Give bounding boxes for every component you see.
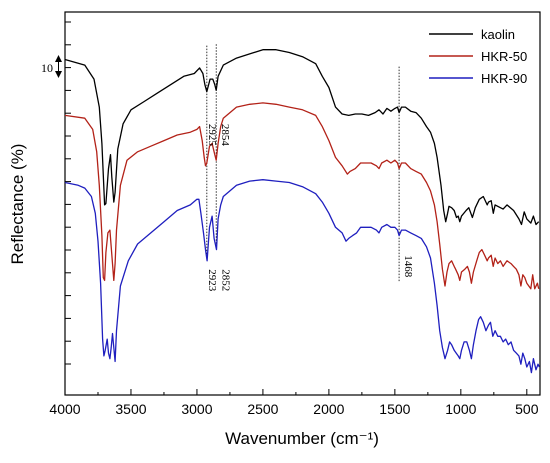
- legend-label-hkr-90: HKR-90: [481, 71, 527, 86]
- scale-bar: 10: [41, 55, 62, 78]
- scale-arrow-up: [55, 55, 62, 62]
- annotation-guides: [206, 44, 400, 282]
- peak-label-2854: 2854: [219, 124, 231, 147]
- plot-area: [64, 11, 541, 396]
- peak-label-1468: 1468: [402, 255, 414, 278]
- series-line-hkr-90: [64, 179, 540, 374]
- peak-label-2923: 2923: [206, 269, 218, 292]
- x-tick-label: 1000: [445, 401, 476, 417]
- peak-label-2852: 2852: [219, 269, 231, 291]
- scale-bar-label: 10: [41, 61, 53, 75]
- peak-label-2925: 2925: [206, 124, 218, 147]
- series-group: [64, 49, 540, 374]
- y-axis-title: Reflectance (%): [8, 144, 27, 265]
- x-tick-label: 2000: [313, 401, 344, 417]
- x-tick-label: 3000: [181, 401, 212, 417]
- x-axis: 4000 3500 3000 2500 2000 1500 1000 500: [49, 389, 539, 417]
- x-axis-title: Wavenumber (cm⁻¹): [225, 429, 379, 448]
- legend-label-kaolin: kaolin: [481, 27, 515, 42]
- y-axis: [65, 21, 71, 365]
- x-tick-label: 1500: [379, 401, 410, 417]
- series-line-hkr-50: [64, 102, 540, 290]
- x-tick-label: 2500: [247, 401, 278, 417]
- series-line-kaolin: [64, 49, 540, 226]
- scale-arrow-down: [55, 71, 62, 78]
- legend-label-hkr-50: HKR-50: [481, 49, 527, 64]
- x-tick-label: 3500: [115, 401, 146, 417]
- x-tick-label: 4000: [49, 401, 80, 417]
- x-tick-label: 500: [515, 401, 539, 417]
- legend: kaolin HKR-50 HKR-90: [429, 27, 527, 86]
- annotation-labels: 2925 2854 2923 2852 1468: [206, 124, 414, 292]
